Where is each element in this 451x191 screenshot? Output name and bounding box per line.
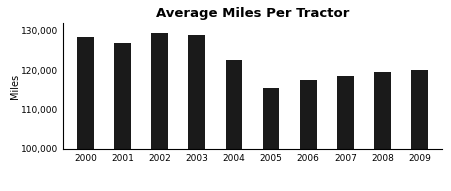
Y-axis label: Miles: Miles (9, 73, 20, 99)
Bar (226, 60, 242, 191)
Bar (152, 33, 168, 191)
Bar (77, 37, 94, 191)
Bar (300, 80, 317, 191)
Bar (263, 88, 280, 191)
Bar (411, 70, 428, 191)
Bar (374, 72, 391, 191)
Bar (337, 76, 354, 191)
Title: Average Miles Per Tractor: Average Miles Per Tractor (156, 7, 349, 20)
Bar (114, 43, 131, 191)
Bar (189, 35, 205, 191)
